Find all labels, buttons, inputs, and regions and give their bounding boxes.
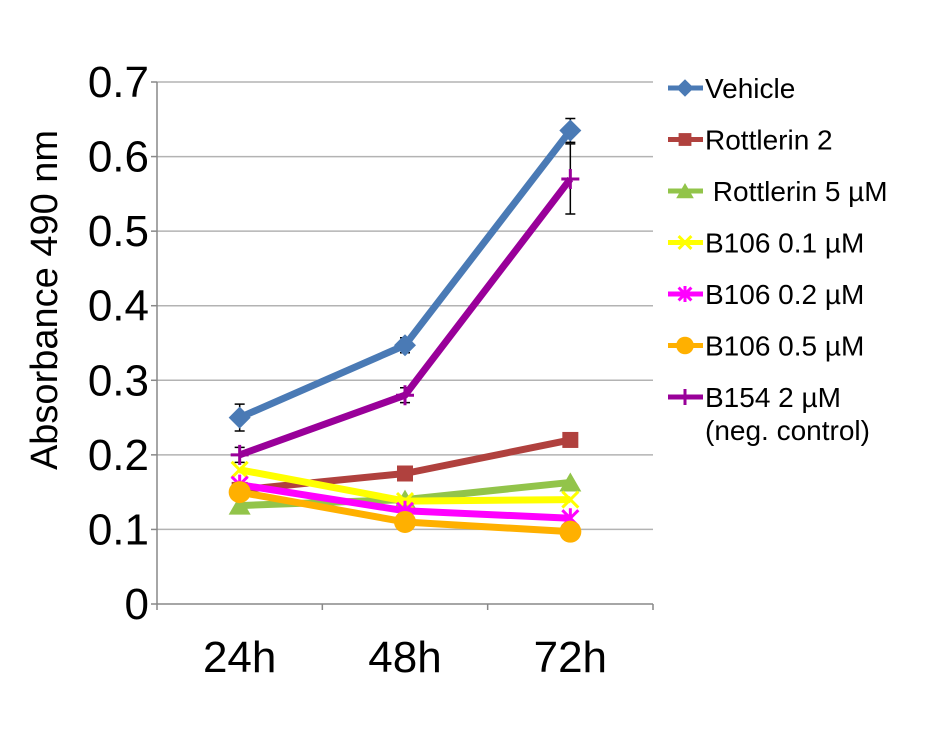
y-tick-label: 0 bbox=[125, 580, 149, 629]
data-point bbox=[559, 520, 582, 543]
data-point bbox=[397, 465, 413, 482]
legend-label: (neg. control) bbox=[705, 415, 870, 446]
series bbox=[230, 143, 580, 465]
legend-label: B106 0.1 µM bbox=[705, 228, 864, 259]
series bbox=[228, 117, 582, 432]
data-point bbox=[228, 481, 251, 504]
legend-item: B154 2 µM(neg. control) bbox=[668, 382, 870, 446]
series bbox=[228, 481, 582, 543]
series-line bbox=[238, 176, 574, 459]
legend-label: Rottlerin 5 µM bbox=[705, 176, 888, 207]
legend: Vehicle Rottlerin 2 Rottlerin 5 µM B106 0.… bbox=[668, 73, 888, 446]
legend-label: B106 0.2 µM bbox=[705, 279, 864, 310]
legend-item: Rottlerin 5 µM bbox=[668, 176, 888, 207]
x-tick-label: 24h bbox=[203, 633, 276, 682]
data-point bbox=[676, 183, 694, 199]
data-point bbox=[228, 406, 251, 429]
data-point bbox=[677, 286, 693, 302]
axes: 0 0.1 0.2 0.3 0.4 0.5 0.6 0.7 24h 48h 72h bbox=[88, 58, 654, 682]
data-point bbox=[561, 490, 580, 509]
data-point bbox=[561, 168, 580, 189]
data-point bbox=[677, 389, 693, 405]
data-point bbox=[394, 334, 416, 357]
series-group bbox=[228, 117, 582, 543]
data-point bbox=[230, 444, 249, 465]
data-point bbox=[228, 495, 251, 515]
legend-item: B106 0.5 µM bbox=[668, 331, 864, 362]
legend-label: Vehicle bbox=[705, 73, 795, 104]
x-tick-label: 48h bbox=[368, 633, 441, 682]
y-axis-label: Absorbance 490 nm bbox=[24, 130, 66, 470]
x-tick-label: 72h bbox=[534, 633, 607, 682]
legend-item: B106 0.2 µM bbox=[668, 279, 864, 310]
data-point bbox=[394, 510, 416, 533]
data-point bbox=[676, 79, 694, 97]
data-point bbox=[676, 336, 694, 355]
data-point bbox=[678, 133, 692, 146]
y-tick-label: 0.6 bbox=[88, 133, 149, 182]
legend-item: B106 0.1 µM bbox=[668, 228, 864, 259]
data-point bbox=[559, 119, 582, 142]
data-point bbox=[559, 472, 582, 492]
legend-label: B154 2 µM bbox=[705, 382, 841, 413]
legend-item: Vehicle bbox=[668, 73, 795, 104]
y-tick-label: 0.3 bbox=[88, 356, 149, 405]
legend-label: Rottlerin 2 bbox=[705, 125, 833, 156]
data-point bbox=[396, 385, 414, 406]
y-tick-label: 0.7 bbox=[88, 58, 149, 107]
data-point bbox=[677, 235, 693, 250]
data-point bbox=[230, 460, 249, 479]
series-line bbox=[238, 128, 574, 421]
y-tick-label: 0.2 bbox=[88, 431, 149, 480]
data-point bbox=[562, 431, 579, 448]
y-tick-label: 0.1 bbox=[88, 505, 149, 554]
legend-item: Rottlerin 2 bbox=[668, 125, 833, 156]
y-tick-label: 0.4 bbox=[88, 282, 149, 331]
y-tick-label: 0.5 bbox=[88, 207, 149, 256]
legend-label: B106 0.5 µM bbox=[705, 331, 864, 362]
